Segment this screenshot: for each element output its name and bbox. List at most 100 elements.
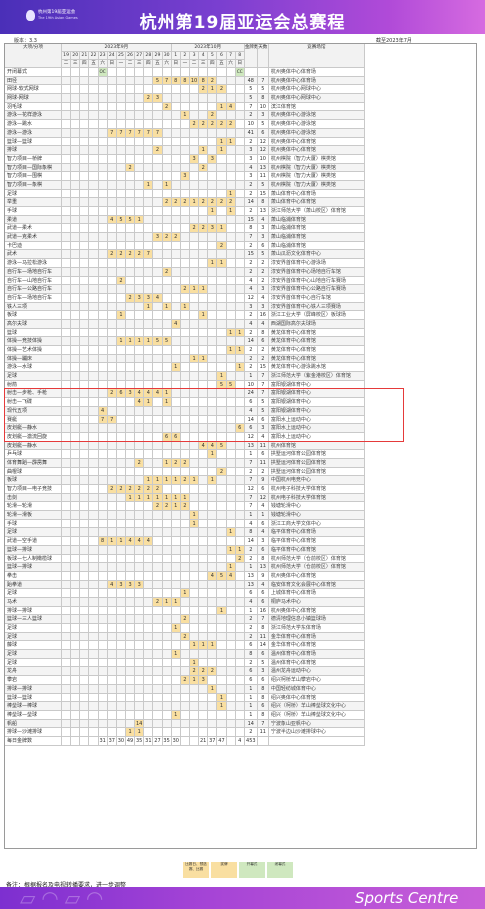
header-day: 26 [125, 52, 136, 60]
schedule-cell [98, 215, 108, 225]
sport-name: 皮划艇—静水 [5, 424, 62, 433]
schedule-cell [153, 85, 163, 95]
schedule-cell [107, 146, 117, 155]
schedule-cell [71, 667, 81, 677]
schedule-cell [199, 215, 209, 225]
schedule-cell [180, 241, 190, 251]
schedule-cell [135, 632, 145, 642]
schedule-cell [180, 441, 190, 451]
schedule-cell [80, 180, 90, 190]
schedule-cell [144, 658, 154, 668]
schedule-cell [226, 615, 236, 624]
schedule-cell [153, 606, 163, 616]
schedule-cell [217, 415, 227, 425]
schedule-cell [125, 458, 136, 468]
schedule-cell [71, 580, 81, 590]
medal-count: 7 [244, 476, 258, 485]
day-count: 13 [257, 207, 269, 216]
header-day: 19 [62, 52, 72, 60]
schedule-cell: 1 [162, 458, 172, 468]
schedule-cell [180, 85, 190, 95]
schedule-cell: 1 [162, 476, 172, 485]
medal-count: 14 [244, 719, 258, 729]
schedule-cell [89, 467, 99, 477]
schedule-cell [180, 293, 190, 303]
schedule-cell [199, 502, 209, 512]
schedule-cell [171, 441, 181, 451]
schedule-cell [125, 302, 136, 312]
medal-count: 48 [244, 76, 258, 86]
schedule-cell [208, 146, 218, 155]
schedule-cell [189, 615, 200, 624]
venue-name: 桐庐马术中心 [268, 597, 365, 607]
day-count: 15 [257, 363, 269, 373]
schedule-cell: 1 [189, 354, 200, 364]
schedule-cell [162, 684, 172, 694]
schedule-cell [162, 441, 172, 451]
schedule-cell [116, 285, 126, 294]
schedule-cell [144, 172, 154, 181]
venue-name: 杭州棋院（智力大厦）棋类馆 [268, 172, 365, 181]
medal-count: 2 [244, 259, 258, 268]
schedule-cell [98, 658, 108, 668]
schedule-cell [62, 215, 72, 225]
day-count: 8 [257, 198, 269, 207]
schedule-cell [217, 676, 227, 685]
venue-name: 浙江工商大学文体中心 [268, 519, 365, 529]
sport-name: 体操—艺术体操 [5, 346, 62, 355]
day-count: 6 [257, 545, 269, 555]
schedule-cell [125, 85, 136, 95]
sport-name: 自行车—场地自行车 [5, 293, 62, 303]
footer-banner [0, 887, 485, 909]
schedule-cell [144, 650, 154, 659]
schedule-cell [153, 319, 163, 329]
schedule-cell [153, 215, 163, 225]
schedule-cell [80, 485, 90, 494]
schedule-cell [180, 354, 190, 364]
schedule-cell [153, 719, 163, 729]
schedule-cell [217, 667, 227, 677]
schedule-cell: 1 [153, 476, 163, 485]
day-count: 7 [257, 372, 269, 381]
schedule-cell: 1 [180, 111, 190, 121]
schedule-cell [89, 319, 99, 329]
medal-count: 14 [244, 415, 258, 425]
schedule-cell [135, 302, 145, 312]
schedule-cell [199, 241, 209, 251]
schedule-cell [116, 667, 126, 677]
schedule-cell [217, 710, 227, 720]
schedule-cell [217, 207, 227, 216]
schedule-cell [135, 172, 145, 181]
schedule-cell [153, 545, 163, 555]
schedule-cell [217, 111, 227, 121]
schedule-cell [217, 450, 227, 459]
schedule-cell [208, 354, 218, 364]
schedule-cell [135, 111, 145, 121]
sport-name: 开闭幕式 [5, 68, 62, 77]
schedule-cell [208, 415, 218, 425]
sport-name: 体育舞蹈—霹雳舞 [5, 458, 62, 468]
schedule-cell [189, 293, 200, 303]
schedule-cell [62, 537, 72, 546]
schedule-cell [125, 545, 136, 555]
schedule-cell [116, 632, 126, 642]
header-weekday: 四 [144, 60, 154, 68]
schedule-cell [71, 389, 81, 399]
schedule-cell [71, 458, 81, 468]
schedule-cell [199, 389, 209, 399]
schedule-cell: 1 [208, 259, 218, 268]
schedule-cell [208, 302, 218, 312]
schedule-cell [235, 519, 245, 529]
schedule-cell [144, 458, 154, 468]
schedule-cell [116, 68, 126, 77]
schedule-cell [62, 68, 72, 77]
venue-name: 萧山临浦体育馆 [268, 215, 365, 225]
schedule-cell [226, 146, 236, 155]
schedule-cell [235, 319, 245, 329]
schedule-cell [125, 137, 136, 147]
schedule-cell [171, 128, 181, 138]
schedule-cell [162, 94, 172, 103]
daily-total [71, 736, 81, 746]
medal-count: 2 [244, 180, 258, 190]
schedule-cell [226, 589, 236, 598]
